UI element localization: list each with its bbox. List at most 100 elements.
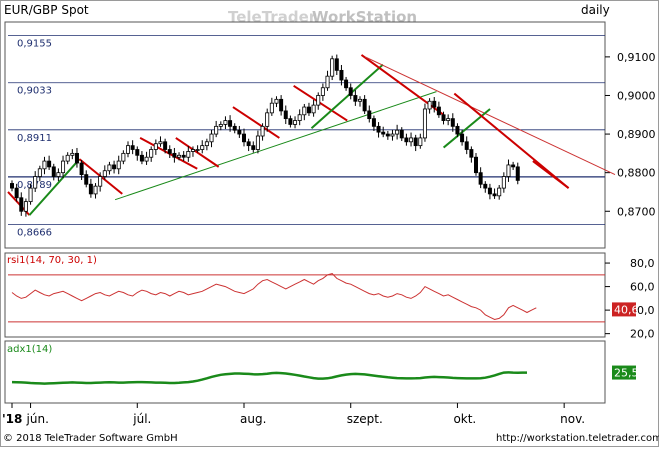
candle-body-19	[98, 176, 103, 187]
candle-body-29	[144, 156, 149, 162]
candle-body-25	[126, 145, 131, 154]
candle-body-71	[339, 69, 344, 81]
trend-line-3	[114, 91, 437, 201]
rsi-ytick-label-1: 60,0	[630, 281, 655, 294]
adx-last-value: 25,5	[614, 367, 639, 380]
x-axis: '18 jún. júl. aug. szept. okt. nov.	[2, 403, 585, 426]
level-label-4: 0,8666	[17, 227, 52, 238]
candle-body-67	[320, 87, 325, 96]
rsi-label: rsi1(14, 70, 30, 1)	[7, 255, 97, 266]
level-label-2: 0,8911	[17, 133, 52, 144]
price-ytick-label-0: 0,9100	[617, 51, 656, 64]
price-y-axis: 0,9100 0,9000 0,8900 0,8800 0,8700	[605, 51, 656, 218]
rsi-pane[interactable]: rsi1(14, 70, 30, 1) 80,0 60,0 40,0 20,0 40,…	[4, 252, 655, 341]
candle-body-18	[93, 185, 98, 195]
copyright-text: © 2018 TeleTrader Software GmbH	[3, 433, 178, 444]
candle-body-80	[381, 131, 386, 135]
adx-label: adx1(14)	[7, 344, 52, 355]
candle-body-46	[223, 120, 228, 125]
candle-body-28	[139, 154, 144, 162]
price-ytick-label-2: 0,8900	[617, 128, 656, 141]
candle-body-70	[334, 58, 339, 71]
candle-body-74	[353, 95, 358, 102]
candle-body-42	[204, 141, 209, 147]
candle-body-5	[33, 176, 38, 189]
trend-line-8	[310, 63, 384, 130]
level-label-0: 0,9155	[17, 39, 52, 50]
candle-body-95	[450, 118, 455, 127]
candle-body-40	[195, 149, 200, 151]
candle-body-76	[362, 98, 367, 112]
adx-value-badge: 25,5	[612, 365, 639, 380]
x-tick-label-3: aug.	[240, 412, 266, 426]
candle-body-35	[172, 152, 177, 158]
trend-line-6	[232, 106, 280, 139]
candle-body-85	[404, 137, 409, 143]
candle-body-82	[390, 133, 395, 137]
candle-body-88	[418, 137, 423, 147]
x-tick-label-5: okt.	[453, 412, 476, 426]
candle-body-10	[56, 172, 61, 177]
candle-body-91	[432, 100, 437, 108]
candle-body-86	[409, 137, 414, 143]
candle-body-108	[511, 164, 516, 168]
candle-body-104	[492, 193, 497, 197]
candle-body-51	[246, 141, 251, 147]
x-tick-label-6: nov.	[560, 412, 585, 426]
source-url[interactable]: http://workstation.teletrader.com	[496, 433, 659, 444]
candle-body-64	[306, 106, 311, 114]
candle-body-57	[274, 98, 279, 104]
candle-body-14	[74, 152, 79, 164]
candle-body-98	[464, 141, 469, 150]
candle-body-62	[297, 114, 302, 121]
candle-body-54	[260, 125, 265, 137]
trend-line-7	[293, 84, 348, 122]
price-plot-frame	[4, 21, 606, 249]
candle-body-6	[37, 168, 42, 177]
candle-body-101	[478, 172, 483, 185]
candle-body-15	[79, 162, 84, 175]
candle-body-8	[47, 160, 52, 168]
candle-body-109	[515, 166, 520, 181]
candle-body-16	[84, 174, 89, 185]
candle-body-60	[288, 118, 293, 125]
rsi-ytick-label-0: 80,0	[630, 257, 655, 270]
price-ytick-label-3: 0,8800	[617, 167, 656, 180]
candle-body-45	[218, 124, 223, 127]
candle-body-58	[279, 98, 284, 112]
candle-body-37	[181, 154, 186, 158]
candle-body-32	[158, 141, 163, 145]
x-tick-label-1: jún.	[26, 412, 49, 426]
candle-body-103	[487, 187, 492, 195]
price-ytick-label-4: 0,8700	[617, 205, 656, 218]
candle-body-47	[228, 120, 233, 127]
candle-body-90	[427, 100, 432, 110]
candle-body-59	[283, 110, 288, 120]
candle-body-69	[330, 58, 335, 77]
period-label: daily	[581, 3, 610, 17]
candle-body-92	[436, 106, 441, 116]
candle-body-22	[112, 164, 117, 170]
rsi-last-value: 40,6	[614, 303, 639, 316]
candle-body-44	[214, 125, 219, 135]
candle-body-106	[501, 176, 506, 189]
candle-body-105	[497, 187, 502, 197]
candle-body-30	[149, 149, 154, 158]
adx-pane[interactable]: adx1(14) 25,5	[4, 340, 639, 404]
candle-body-89	[422, 108, 427, 139]
candle-body-39	[190, 149, 195, 152]
x-tick-label-0: '18	[2, 412, 22, 426]
rsi-line	[11, 273, 537, 321]
candle-body-107	[506, 164, 511, 177]
candle-body-102	[483, 183, 488, 189]
candle-body-33	[163, 141, 168, 150]
candle-body-94	[446, 118, 451, 121]
candle-body-63	[302, 106, 307, 116]
trend-line-12	[453, 92, 570, 189]
candle-body-9	[51, 166, 56, 177]
rsi-thresholds	[8, 274, 605, 323]
adx-line	[11, 371, 527, 385]
